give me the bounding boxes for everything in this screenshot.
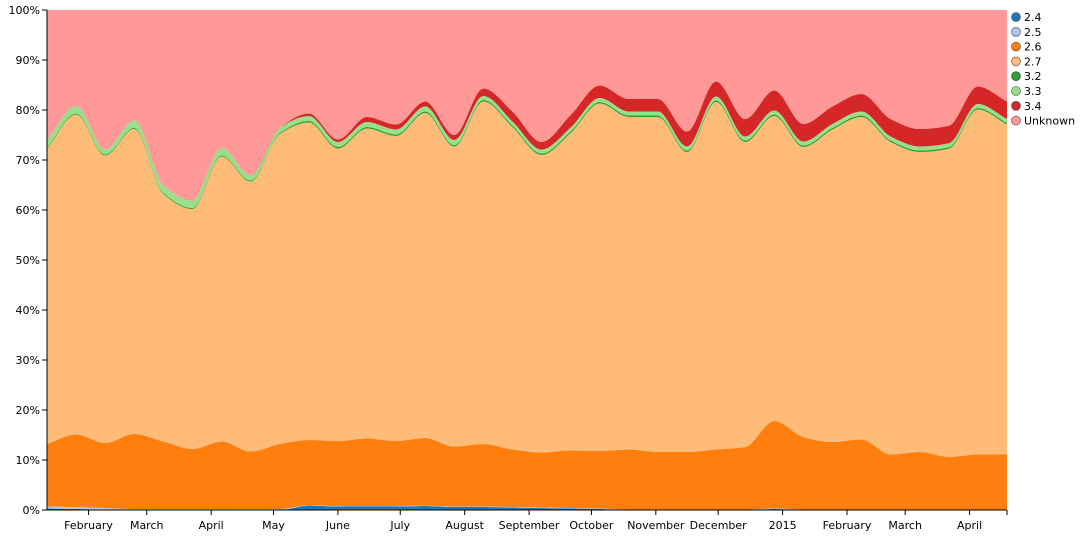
y-tick-label: 10% [16,454,40,467]
legend-item: 2.6 [1011,41,1042,54]
y-tick-label: 20% [16,404,40,417]
legend-swatch [1011,71,1021,81]
legend-item: 3.3 [1011,85,1042,98]
area-series-2-5 [47,505,1007,510]
legend-item: 3.2 [1011,70,1042,83]
legend-swatch [1011,86,1021,96]
y-tick-label: 30% [16,354,40,367]
x-tick-label: September [499,519,560,532]
x-tick-label: April [199,519,224,532]
area-series-2-6 [47,421,1007,510]
x-tick-label: October [569,519,613,532]
y-axis: 0% 10% 20% 30% 40% 50% 60% 70% 80% 90% 100% [9,4,48,517]
x-tick-label: July [389,519,410,532]
x-tick-label: August [445,519,484,532]
x-tick-label: February [823,519,872,532]
x-tick-label: March [888,519,922,532]
legend-swatch [1011,101,1021,111]
series-areas [47,10,1007,510]
legend-label: 3.3 [1024,85,1042,98]
area-series-unknown [47,10,1007,201]
legend-swatch [1011,12,1021,22]
x-tick-label: March [130,519,164,532]
x-tick-label: 2015 [769,519,797,532]
y-tick-label: 60% [16,204,40,217]
legend-label: 2.6 [1024,41,1042,54]
y-tick-label: 70% [16,154,40,167]
legend: 2.4 2.5 2.62.7 3.2 3.3 3.4 Unknown [1011,11,1075,128]
legend-label: 2.4 [1024,11,1042,24]
y-tick-label: 90% [16,54,40,67]
y-tick-label: 50% [16,254,40,267]
x-tick-label: May [262,519,285,532]
legend-item: 3.4 [1011,100,1042,113]
y-tick-label: 40% [16,304,40,317]
legend-label: 2.5 [1024,26,1042,39]
legend-item: Unknown [1011,115,1075,128]
legend-item: 2.5 [1011,26,1042,39]
legend-item: 2.4 [1011,11,1042,24]
area-series-3-3 [47,96,1007,208]
area-series-3-4 [47,81,1007,201]
legend-label: 3.2 [1024,70,1042,83]
legend-swatch [1011,26,1021,37]
legend-swatch [1011,115,1021,126]
legend-swatch [1011,56,1021,67]
legend-swatch [1011,41,1021,52]
legend-label: 3.4 [1024,100,1042,113]
x-tick-label: November [627,519,685,532]
y-tick-label: 100% [9,4,40,17]
legend-label: Unknown [1024,115,1075,128]
x-tick-label: April [957,519,982,532]
legend-label: 2.7 [1024,55,1042,68]
x-tick-label: February [64,519,113,532]
y-tick-label: 0% [23,504,40,517]
x-tick-label: June [325,519,350,532]
y-tick-label: 80% [16,104,40,117]
area-series-2-7 [47,101,1007,457]
x-axis: February March April May June July August Septe… [47,509,1008,532]
legend-item: 2.7 [1011,55,1042,68]
x-tick-label: December [690,519,748,532]
